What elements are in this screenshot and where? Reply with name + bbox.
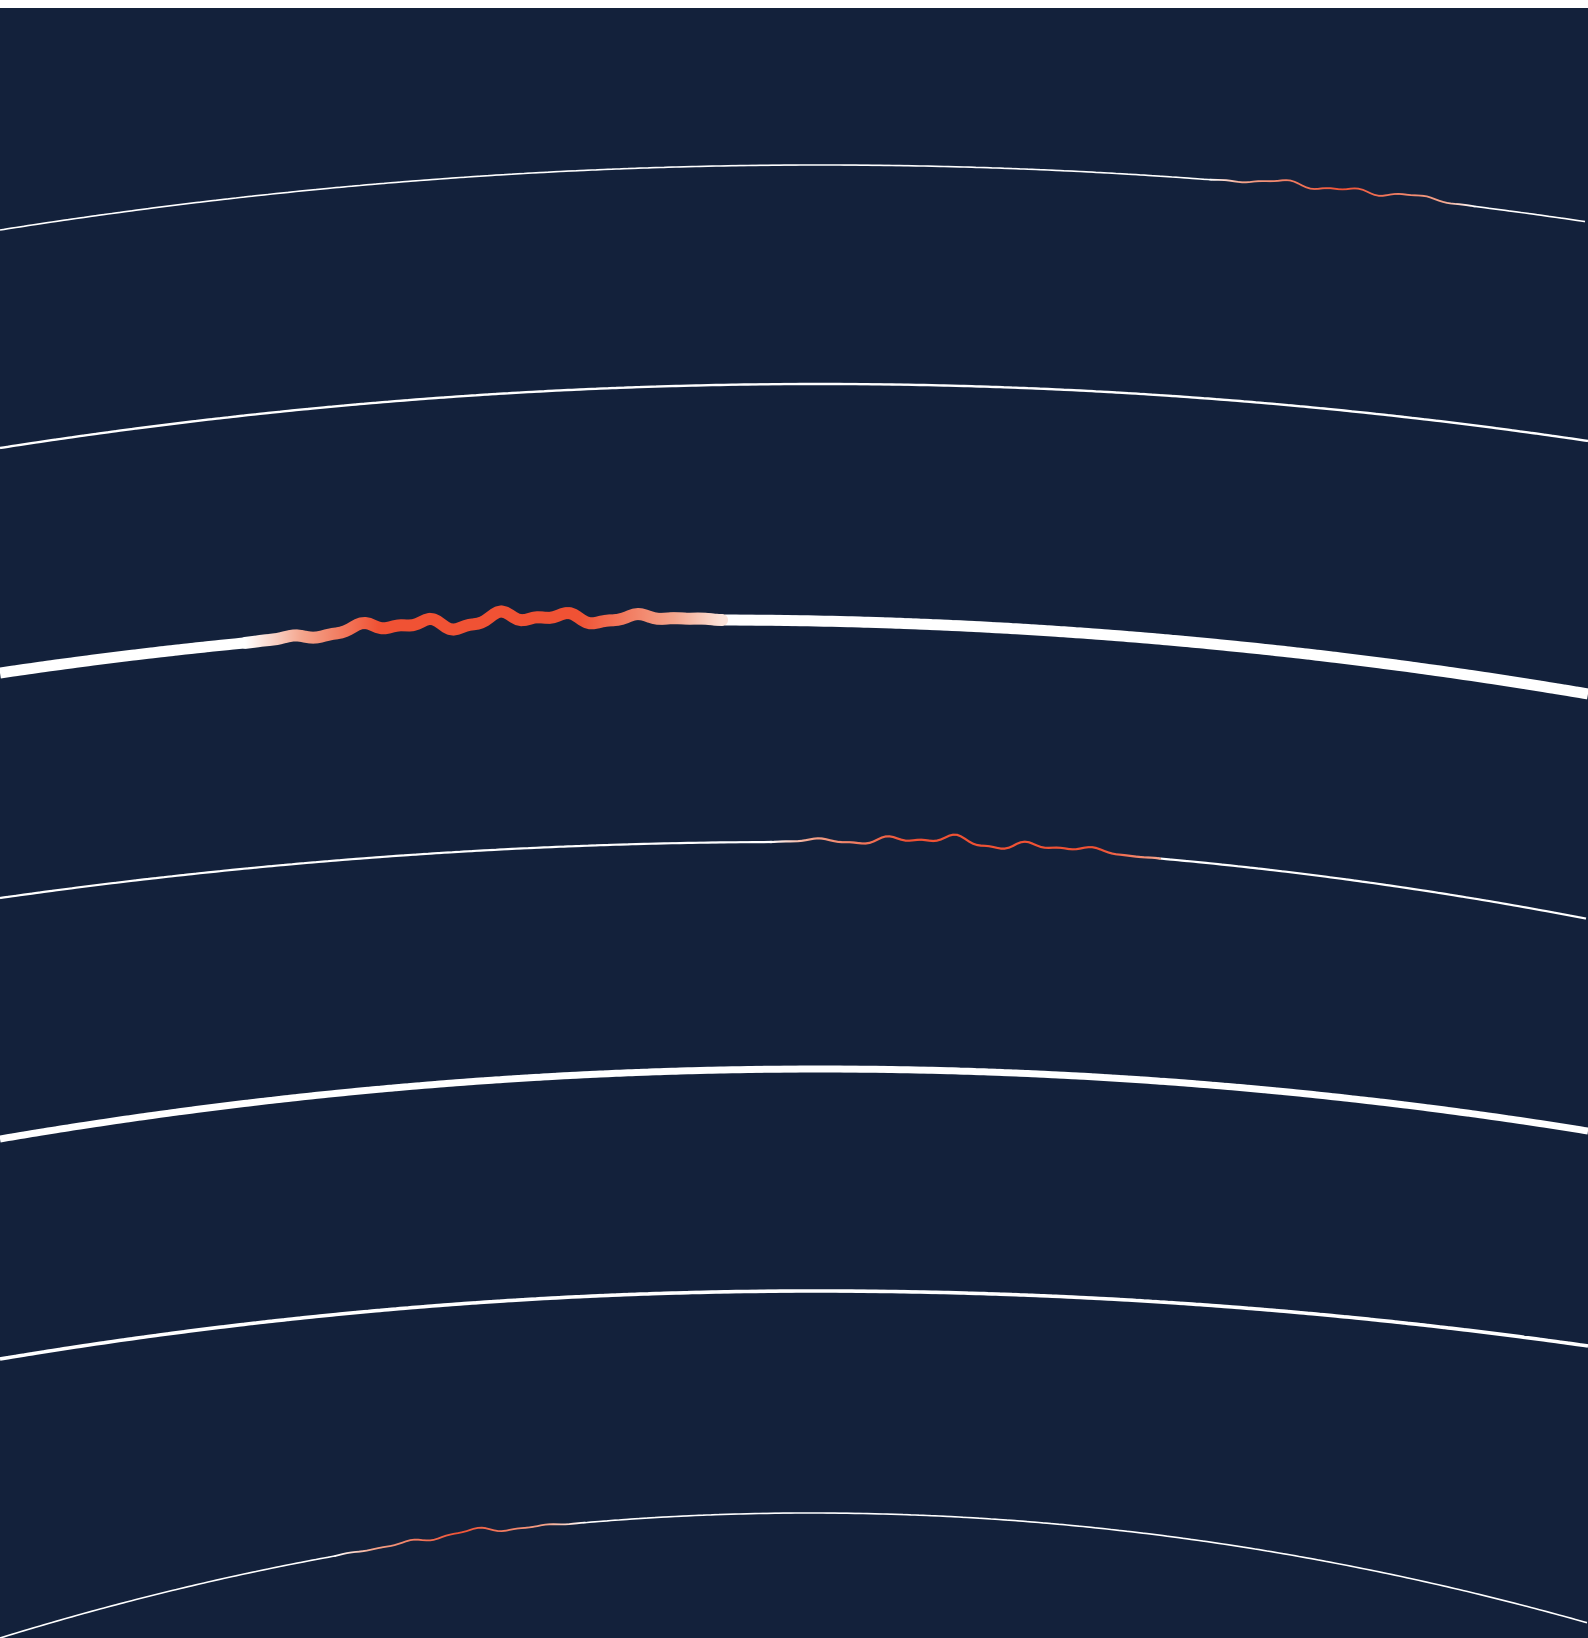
arc-line-segment xyxy=(0,1289,1588,1361)
arc-line-7 xyxy=(0,1512,1588,1638)
arc-line-segment xyxy=(0,382,1588,450)
arc-line-segment xyxy=(0,840,772,900)
arc-line-1 xyxy=(0,164,1586,231)
canvas-background xyxy=(0,8,1588,1638)
arc-disturbance xyxy=(334,1521,586,1557)
arc-line-6 xyxy=(0,1289,1588,1361)
arc-line-segment xyxy=(0,164,1213,231)
arc-line-segment xyxy=(1157,857,1587,920)
arc-line-4 xyxy=(0,833,1587,920)
arc-line-5 xyxy=(0,1065,1588,1143)
arc-line-segment xyxy=(582,1512,1588,1624)
arc-line-2 xyxy=(0,382,1588,450)
arc-line-segment xyxy=(0,1065,1588,1143)
arc-line-segment xyxy=(0,637,245,679)
arc-lines-artwork xyxy=(0,164,1588,1638)
arc-line-segment xyxy=(720,614,1588,700)
arc-line-segment xyxy=(0,1555,337,1638)
arc-disturbance xyxy=(1209,178,1476,208)
arc-disturbance xyxy=(239,605,728,649)
arc-disturbance xyxy=(768,833,1162,860)
arc-line-segment xyxy=(1472,205,1586,223)
arc-line-3 xyxy=(0,605,1588,700)
